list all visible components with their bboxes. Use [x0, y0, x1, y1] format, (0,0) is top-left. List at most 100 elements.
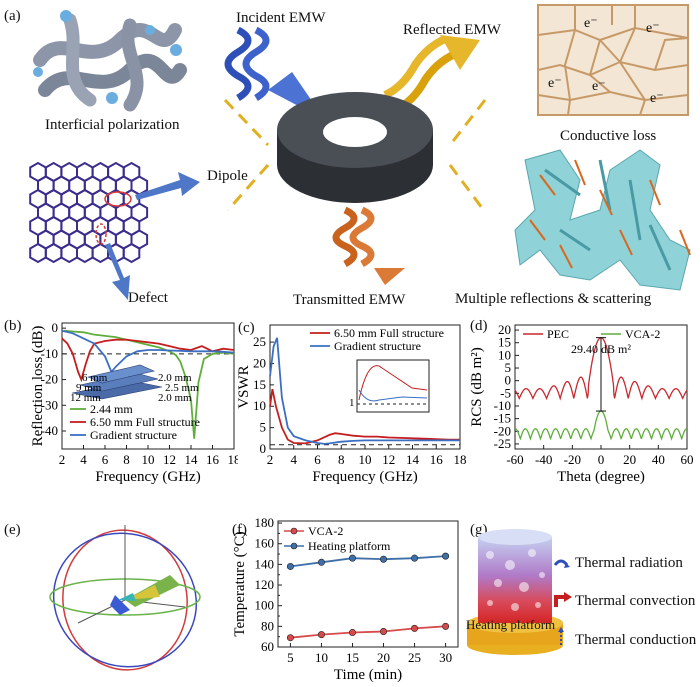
panel-label-f: (f)	[232, 522, 247, 538]
y-tick-label: 140	[255, 556, 275, 571]
data-point	[411, 554, 419, 562]
chart-d: -60 -40 -20 0 20 40 6020151050-5-10-15-20-2529…	[469, 322, 694, 485]
y-tick-label: 10	[253, 398, 266, 413]
legend-label: Gradient structure	[334, 339, 421, 353]
data-point	[317, 631, 325, 639]
inset-box	[356, 359, 430, 413]
x-tick-label: 16	[206, 452, 220, 467]
y-axis-label: Reflection loss (dB)	[30, 326, 46, 447]
x-tick-label: 25	[408, 650, 421, 665]
chart-f: 5 10 15 20 25 30 60 80 100 120 140 160 180 Time (min)…	[232, 515, 459, 683]
inset-series	[358, 365, 428, 401]
conductive-loss-label: Conductive loss	[560, 128, 657, 144]
y-tick-label: 5	[260, 420, 267, 435]
hex-cell	[29, 242, 47, 264]
y-axis-label: VSWR	[236, 365, 252, 408]
y-tick-label: 0	[260, 441, 267, 456]
x-tick-label: 2	[267, 452, 274, 467]
defect-label: Defect	[128, 290, 168, 306]
hex-cell	[122, 242, 141, 264]
x-axis-label: Time (min)	[334, 667, 402, 683]
legend-marker	[290, 527, 298, 535]
y-tick-label: 60	[261, 639, 274, 654]
chart-c: 2 4 6 8 10 12 14 16 18 0 5 10 15 20 25 Frequency (GHz) V…	[236, 324, 467, 485]
absorber-ring	[277, 92, 433, 203]
y-tick-label: 0	[52, 320, 59, 335]
x-tick-label: 14	[185, 452, 199, 467]
x-tick-label: 8	[123, 452, 130, 467]
data-point	[442, 622, 450, 630]
data-point	[442, 552, 450, 560]
x-tick-label: 18	[454, 452, 467, 467]
hex-cell	[60, 242, 78, 264]
x-axis-label: Frequency (GHz)	[95, 469, 200, 485]
x-tick-label: 30	[439, 650, 452, 665]
y-tick-label: 15	[498, 335, 511, 350]
series-line	[61, 329, 235, 374]
thermal-figure	[467, 529, 572, 655]
inset-thickness-label: 2.0 mm	[158, 372, 192, 384]
legend-label: Gradient structure	[90, 428, 177, 442]
data-point	[317, 558, 325, 566]
x-tick-label: 40	[652, 452, 665, 467]
y-tick-label: -20	[494, 423, 511, 438]
data-point	[286, 562, 294, 570]
electron-label: e⁻	[584, 16, 598, 31]
y-tick-label: 20	[253, 355, 266, 370]
y-tick-label: -10	[41, 346, 58, 361]
data-point	[348, 629, 356, 637]
y-tick-label: -30	[41, 397, 58, 412]
electron-label: e⁻	[650, 91, 664, 106]
x-tick-label: 20	[623, 452, 636, 467]
y-axis-label: Temperature (°C)	[232, 531, 248, 636]
hex-cell	[76, 242, 94, 264]
x-tick-label: -40	[535, 452, 552, 467]
y-tick-label: -20	[41, 372, 58, 387]
x-tick-label: 8	[338, 452, 345, 467]
legend-label: PEC	[547, 327, 569, 341]
y-tick-label: 0	[505, 373, 512, 388]
x-axis-label: Frequency (GHz)	[312, 469, 417, 485]
x-tick-label: 60	[681, 452, 694, 467]
conductive-network-figure	[537, 4, 689, 116]
legend-label: 6.50 mm Full structure	[334, 326, 444, 340]
data-point	[411, 624, 419, 632]
data-point	[380, 555, 388, 563]
legend-marker	[290, 542, 298, 550]
x-tick-label: 5	[287, 650, 294, 665]
data-point	[286, 634, 294, 642]
x-tick-label: 4	[291, 452, 298, 467]
graphene-lattice-figure	[29, 161, 149, 264]
reflected-emw-label: Reflected EMW	[403, 22, 501, 38]
legend-label: Heating platform	[308, 539, 391, 553]
panel-label-d: (d)	[470, 318, 488, 334]
panel-a-illustration	[29, 4, 691, 300]
series-line	[290, 625, 446, 639]
radiation-pattern-figure	[49, 525, 201, 671]
electron-label: e⁻	[592, 79, 606, 94]
panel-label-b: (b)	[4, 318, 22, 334]
data-point	[348, 554, 356, 562]
y-tick-label: 180	[255, 515, 275, 530]
transmitted-wave-arrow	[332, 206, 405, 285]
x-tick-label: 2	[59, 452, 66, 467]
series-line	[269, 337, 460, 445]
hex-cell	[44, 242, 63, 264]
y-tick-label: 10	[498, 347, 511, 362]
x-tick-label: -60	[506, 452, 523, 467]
electron-label: e⁻	[646, 21, 660, 36]
inset-tick-label: 1	[349, 397, 355, 409]
y-tick-label: 15	[253, 377, 266, 392]
multiple-reflections-label: Multiple reflections & scattering	[455, 291, 652, 307]
foam-scattering-figure	[514, 149, 691, 291]
y-tick-label: -10	[494, 398, 511, 413]
legend-label: VCA-2	[308, 524, 343, 538]
inset-series	[358, 389, 428, 402]
x-tick-label: -20	[564, 452, 581, 467]
legend-label: VCA-2	[625, 327, 660, 341]
y-tick-label: -15	[494, 411, 511, 426]
inset-thickness-label: 2.0 mm	[158, 392, 192, 404]
x-axis-label: Theta (degree)	[557, 469, 645, 485]
panel-label-e: (e)	[4, 522, 21, 538]
x-tick-label: 10	[359, 452, 372, 467]
